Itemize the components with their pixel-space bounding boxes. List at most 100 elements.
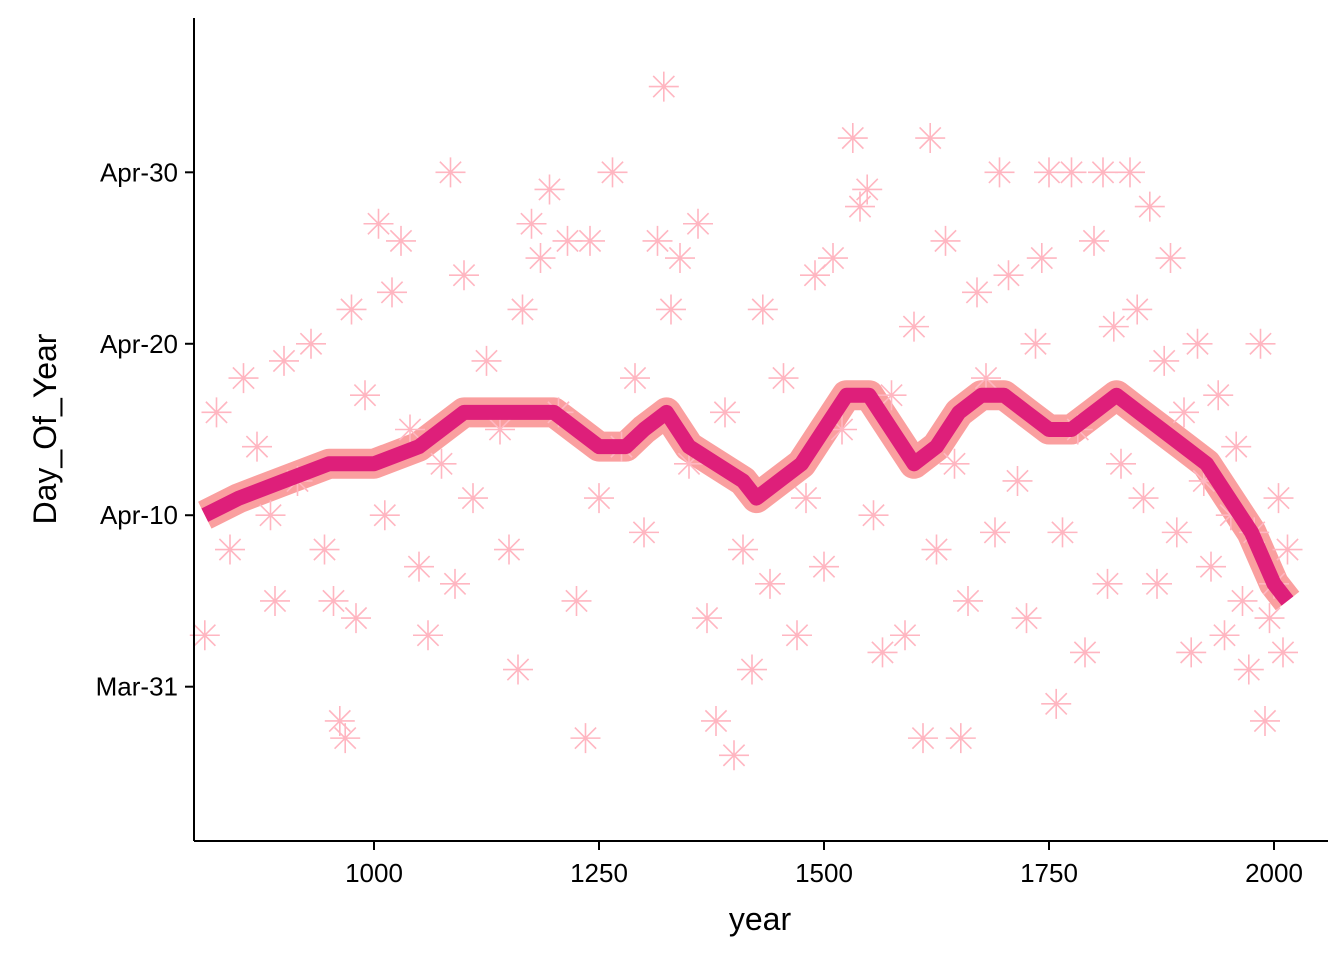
data-point (827, 414, 857, 445)
data-point (215, 534, 245, 565)
x-tick-label: 1250 (570, 858, 628, 888)
data-point (782, 620, 812, 651)
data-point (269, 345, 299, 376)
data-point (1188, 465, 1219, 496)
data-point (837, 123, 868, 154)
data-point (341, 603, 371, 634)
data-point (980, 517, 1010, 548)
data-point (1106, 448, 1136, 479)
data-point (930, 225, 961, 256)
data-point (377, 277, 407, 308)
data-point (1203, 380, 1234, 411)
data-point (1233, 654, 1264, 685)
data-point (336, 294, 367, 325)
data-point (260, 585, 290, 616)
data-point (386, 225, 416, 256)
smooth-line-layer (201, 387, 1294, 606)
data-point (1215, 500, 1246, 531)
data-point (350, 380, 380, 411)
data-point (665, 243, 695, 274)
data-point (1250, 705, 1280, 736)
data-point (426, 448, 457, 479)
data-point (1142, 568, 1172, 599)
data-point (228, 363, 259, 394)
y-axis-title: Day_Of_Year (27, 333, 63, 524)
data-point (1209, 620, 1240, 651)
data-point (330, 723, 361, 754)
data-point (395, 414, 425, 445)
data-point (908, 723, 938, 754)
data-point (369, 500, 400, 531)
data-point (584, 483, 614, 514)
data-point (1196, 551, 1226, 582)
data-point (993, 260, 1024, 291)
data-point (485, 414, 515, 445)
data-point (945, 723, 976, 754)
data-point (1155, 243, 1186, 274)
data-point (503, 654, 533, 685)
data-point (516, 208, 547, 239)
data-point (953, 585, 983, 616)
data-point (1128, 483, 1159, 514)
data-point (440, 568, 470, 599)
data-point (1098, 311, 1129, 342)
data-point (318, 585, 349, 616)
x-axis-ticks: 1000 1250 1500 1750 2000 (345, 841, 1303, 888)
data-point (1115, 157, 1145, 188)
data-point (1182, 328, 1213, 359)
data-point (921, 534, 952, 565)
data-point (1026, 243, 1057, 274)
data-point (845, 191, 875, 222)
data-point (852, 174, 883, 205)
y-axis-ticks: Mar-31 Apr-10 Apr-20 Apr-30 (96, 157, 194, 702)
data-point (1092, 568, 1123, 599)
data-point (1263, 483, 1294, 514)
data-point (1020, 328, 1051, 359)
data-point (791, 483, 821, 514)
data-point (575, 225, 605, 256)
data-point (1221, 431, 1252, 462)
data-point (629, 517, 659, 548)
data-point (800, 260, 830, 291)
data-point (755, 568, 785, 599)
data-point (620, 363, 650, 394)
data-point (1088, 157, 1118, 188)
data-point (674, 448, 704, 479)
data-point (737, 654, 767, 685)
x-axis-title: year (729, 901, 792, 937)
data-point (1070, 637, 1100, 668)
y-tick-label: Apr-30 (100, 157, 178, 187)
confidence-band-layer (198, 380, 1300, 611)
x-tick-label: 1750 (1020, 858, 1078, 888)
data-point (458, 483, 488, 514)
data-point (683, 208, 713, 239)
data-point (747, 294, 778, 325)
axes (193, 18, 1328, 842)
data-point (809, 551, 839, 582)
data-point (404, 551, 434, 582)
data-point (1056, 157, 1087, 188)
data-point (719, 740, 749, 771)
scatter-points-layer (189, 71, 1303, 771)
data-point (324, 705, 355, 736)
data-point (656, 294, 686, 325)
data-point (710, 397, 740, 428)
x-tick-label: 1000 (345, 858, 403, 888)
data-point (867, 637, 898, 668)
data-point (189, 620, 220, 651)
data-point (1122, 294, 1153, 325)
data-point (534, 174, 565, 205)
data-point (1134, 191, 1165, 222)
data-point (642, 225, 673, 256)
data-point (449, 260, 479, 291)
data-point (939, 448, 970, 479)
data-point (692, 603, 722, 634)
y-tick-label: Mar-31 (96, 672, 178, 702)
data-point (1176, 637, 1207, 668)
data-point (1002, 465, 1033, 496)
y-tick-label: Apr-10 (100, 500, 178, 530)
x-tick-label: 1500 (795, 858, 853, 888)
data-point (899, 311, 929, 342)
data-point (1268, 637, 1298, 668)
confidence-band (198, 380, 1300, 611)
